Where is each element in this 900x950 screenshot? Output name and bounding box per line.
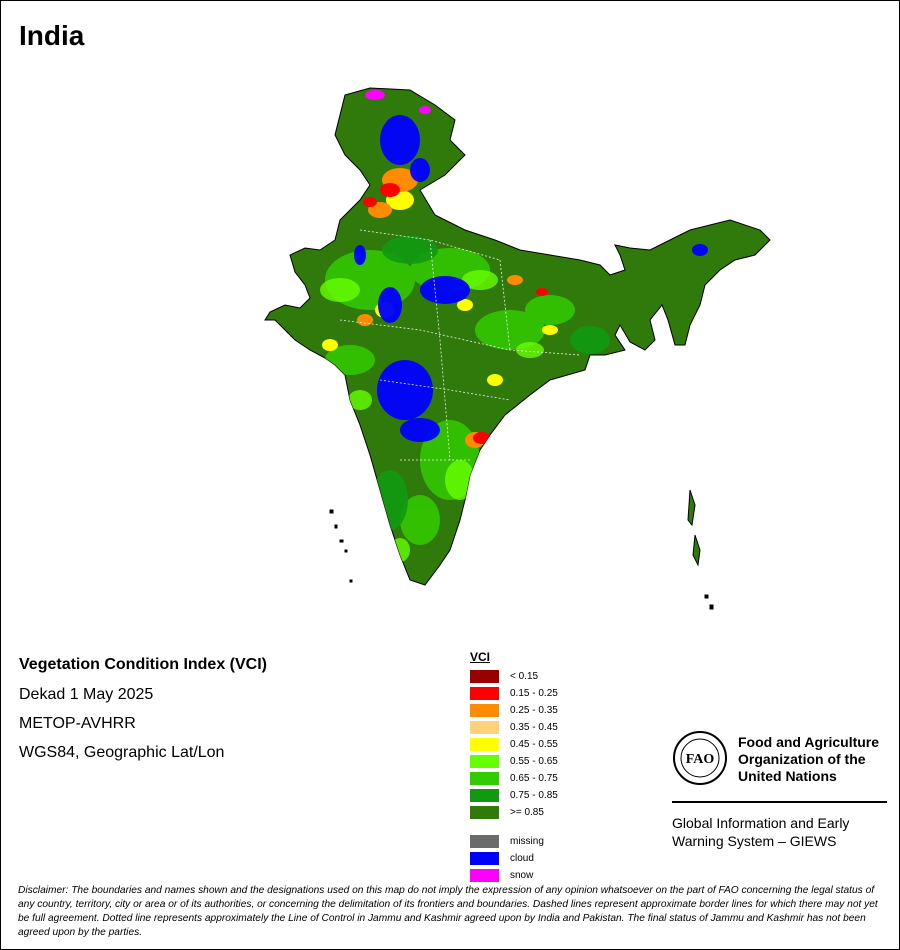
legend-special-label: snow <box>510 870 534 881</box>
legend-class-row: 0.55 - 0.65 <box>470 753 630 770</box>
svg-text:FAO: FAO <box>686 752 715 767</box>
legend-class-swatch <box>470 789 499 802</box>
legend-class-row: 0.35 - 0.45 <box>470 719 630 736</box>
legend-class-swatch <box>470 704 499 717</box>
legend-class-label: 0.35 - 0.45 <box>510 722 558 733</box>
legend-class-row: 0.15 - 0.25 <box>470 685 630 702</box>
legend-class-label: >= 0.85 <box>510 807 544 818</box>
legend-class-swatch <box>470 755 499 768</box>
legend-class-swatch <box>470 687 499 700</box>
legend-class-swatch <box>470 806 499 819</box>
legend-class-row: 0.45 - 0.55 <box>470 736 630 753</box>
legend-class-label: 0.15 - 0.25 <box>510 688 558 699</box>
legend-special: missing cloud snow <box>470 833 630 884</box>
legend-class-label: 0.45 - 0.55 <box>510 739 558 750</box>
legend-class-swatch <box>470 772 499 785</box>
legend-title: VCI <box>470 650 491 664</box>
period-label: Dekad 1 May 2025 <box>19 686 154 703</box>
india-vci-map <box>264 87 771 610</box>
legend-class-swatch <box>470 670 499 683</box>
index-name: Vegetation Condition Index (VCI) <box>19 656 267 673</box>
legend-class-label: 0.65 - 0.75 <box>510 773 558 784</box>
legend-special-label: cloud <box>510 853 534 864</box>
legend-class-row: < 0.15 <box>470 668 630 685</box>
vci-legend: VCI < 0.15 0.15 - 0.25 0.25 - 0.35 0.35 - 0… <box>470 650 630 884</box>
legend-class-label: < 0.15 <box>510 671 539 682</box>
legend-special-swatch <box>470 869 499 882</box>
legend-special-row: missing <box>470 833 630 850</box>
giews-name: Global Information and Early Warning Sys… <box>672 815 850 849</box>
legend-class-swatch <box>470 721 499 734</box>
projection-label: WGS84, Geographic Lat/Lon <box>19 744 225 761</box>
legend-class-label: 0.55 - 0.65 <box>510 756 558 767</box>
fao-org-name: Food and Agriculture Organization of the… <box>738 734 880 784</box>
legend-special-row: cloud <box>470 850 630 867</box>
disclaimer-text: Disclaimer: The boundaries and names sho… <box>18 885 878 938</box>
legend-special-swatch <box>470 835 499 848</box>
legend-class-row: 0.75 - 0.85 <box>470 787 630 804</box>
legend-classes: < 0.15 0.15 - 0.25 0.25 - 0.35 0.35 - 0.45 0… <box>470 668 630 821</box>
map-info: Vegetation Condition Index (VCI) Dekad 1… <box>19 656 267 773</box>
legend-class-label: 0.25 - 0.35 <box>510 705 558 716</box>
legend-class-row: 0.25 - 0.35 <box>470 702 630 719</box>
legend-special-swatch <box>470 852 499 865</box>
legend-class-row: 0.65 - 0.75 <box>470 770 630 787</box>
fao-divider <box>672 801 887 803</box>
map-title: India <box>19 20 85 51</box>
legend-class-row: >= 0.85 <box>470 804 630 821</box>
legend-class-swatch <box>470 738 499 751</box>
legend-special-row: snow <box>470 867 630 884</box>
sensor-label: METOP-AVHRR <box>19 715 136 732</box>
fao-logo-icon: FAO <box>673 731 727 785</box>
legend-class-label: 0.75 - 0.85 <box>510 790 558 801</box>
legend-special-label: missing <box>510 836 544 847</box>
